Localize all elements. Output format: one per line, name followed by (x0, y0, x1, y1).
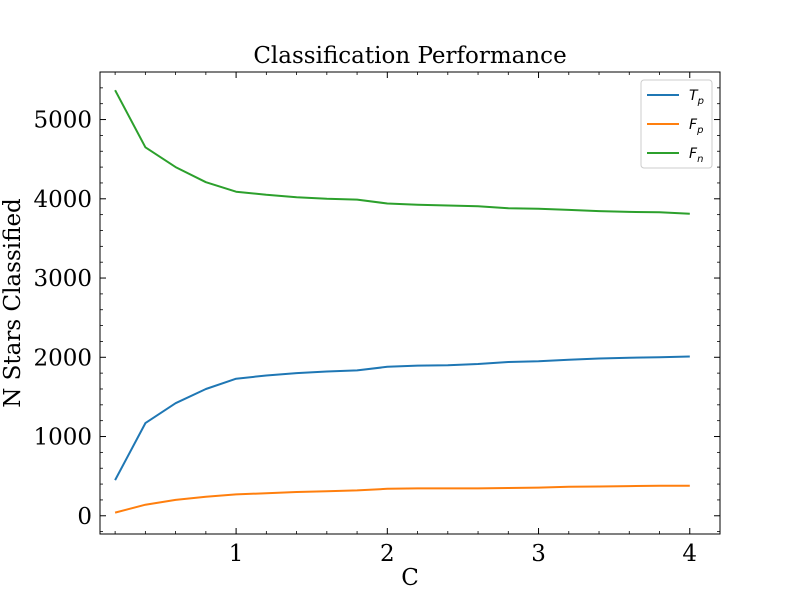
y-tick-label: 3000 (33, 266, 92, 292)
series-line-fp (114, 484, 690, 514)
y-tick-label: 1000 (33, 425, 92, 451)
x-tick-label: 4 (682, 541, 697, 567)
legend-label: Fn (689, 146, 703, 165)
chart-title: Classification Performance (253, 43, 566, 69)
series-line-fn (114, 89, 690, 215)
y-tick-label: 5000 (33, 108, 92, 134)
plot-frame (99, 71, 721, 535)
legend-label: Fp (689, 117, 703, 136)
plot-area: 1 2 3 4 0 1000 2000 3000 4000 5000 Tp Fp Fn (33, 71, 721, 567)
legend-label: Tp (689, 88, 704, 107)
y-tick-label: 2000 (33, 345, 92, 371)
y-tick-label: 0 (77, 504, 92, 530)
series-line-tp (114, 355, 690, 481)
y-tick-label: 4000 (33, 187, 92, 213)
x-tick-label: 3 (531, 541, 546, 567)
y-axis-label: N Stars Classified (0, 198, 26, 408)
x-tick-label: 2 (380, 541, 395, 567)
x-axis-label: C (401, 565, 419, 591)
x-tick-label: 1 (229, 541, 244, 567)
